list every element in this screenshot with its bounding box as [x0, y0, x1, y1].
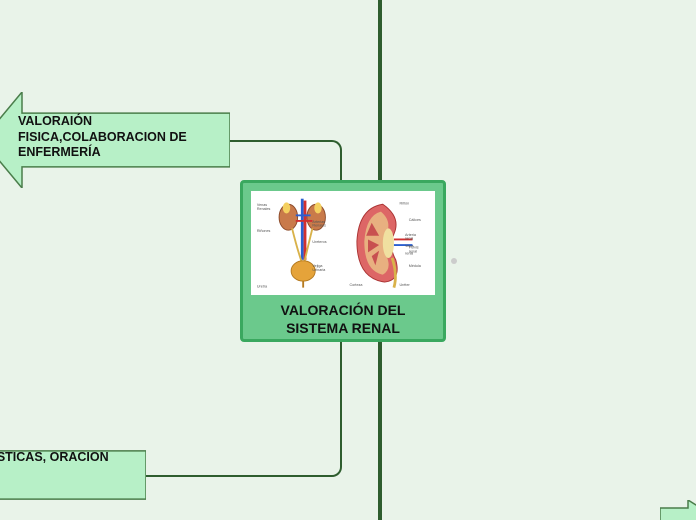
- connector-to-valoracion-fisica: [228, 140, 342, 182]
- connector-top: [378, 0, 382, 180]
- svg-text:Urinaria: Urinaria: [312, 268, 326, 272]
- svg-text:Uréter: Uréter: [400, 283, 411, 287]
- kidney-anatomy-icon: VenasRenales Riñones ArteriasRenales Ure…: [255, 195, 431, 291]
- connector-to-pruebas-diagnosticas: [144, 342, 342, 477]
- svg-text:renal: renal: [405, 236, 413, 240]
- svg-text:Médula: Médula: [409, 264, 422, 268]
- node-label: VALORAIÓN FISICA,COLABORACION DE ENFERME…: [18, 114, 204, 161]
- svg-text:Cálices: Cálices: [409, 218, 421, 222]
- svg-text:Corteza: Corteza: [349, 283, 363, 287]
- svg-text:Uretra: Uretra: [257, 284, 268, 288]
- connector-bottom: [378, 342, 382, 520]
- node-label: AS DIAGNÓSTICAS, ORACION DE MERÍA: [0, 450, 126, 481]
- center-anatomy-image: VenasRenales Riñones ArteriasRenales Ure…: [251, 191, 435, 295]
- node-pruebas-diagnosticas[interactable]: AS DIAGNÓSTICAS, ORACION DE MERÍA: [0, 432, 146, 518]
- svg-text:Renales: Renales: [312, 223, 326, 227]
- svg-text:Renales: Renales: [257, 207, 271, 211]
- svg-text:Riñón: Riñón: [400, 201, 410, 205]
- handle-dot: [451, 258, 457, 264]
- arrow-right-hint-icon: [660, 500, 696, 520]
- mindmap-canvas: { "background_color": "#e9f3e9", "connec…: [0, 0, 696, 520]
- svg-text:Riñones: Riñones: [257, 229, 271, 233]
- node-valoracion-fisica[interactable]: VALORAIÓN FISICA,COLABORACION DE ENFERME…: [0, 92, 230, 188]
- center-node[interactable]: VenasRenales Riñones ArteriasRenales Ure…: [240, 180, 446, 342]
- svg-text:Vena: Vena: [405, 244, 414, 248]
- svg-text:renal: renal: [405, 251, 413, 255]
- svg-text:Ureteros: Ureteros: [312, 240, 326, 244]
- center-node-title: VALORACIÓN DEL SISTEMA RENAL: [251, 301, 435, 337]
